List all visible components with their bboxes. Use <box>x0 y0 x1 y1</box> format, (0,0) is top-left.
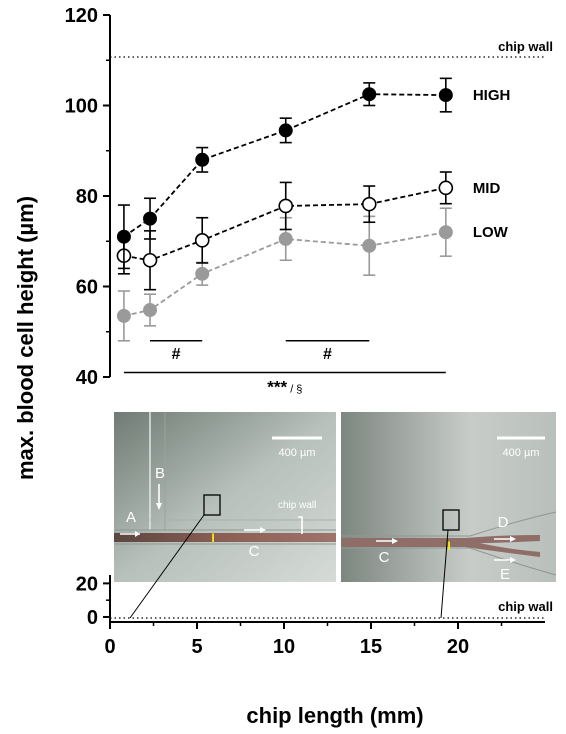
series: LOW MID HIGH <box>116 77 511 342</box>
data-point <box>194 233 210 248</box>
inset-label-c-left: C <box>249 543 260 560</box>
data-point <box>361 196 377 212</box>
significance-label: # <box>172 346 181 363</box>
ticks: 0 5 10 15 20 40 60 80 100 120 0 20 <box>65 5 503 658</box>
y-tick-label: 100 <box>65 96 98 118</box>
scale-label-left: 400 µm <box>279 447 316 459</box>
series-mid: MID <box>116 171 501 291</box>
chip-wall-label-upper: chip wall <box>498 39 553 54</box>
y-tick-label: 60 <box>76 277 98 299</box>
x-tick-label: 5 <box>191 636 202 658</box>
inset-label-e: E <box>500 566 510 583</box>
y-tick-label: 80 <box>76 186 98 208</box>
data-point <box>278 123 293 138</box>
y-axis-title: max. blood cell height (µm) <box>13 196 38 480</box>
series-label-high: HIGH <box>473 87 511 104</box>
significance-annotations: # # *** / § <box>123 340 446 396</box>
inset-label-c-right: C <box>379 549 390 566</box>
y-tick-label-lower: 20 <box>76 573 98 595</box>
data-point <box>438 225 453 240</box>
inset-zoom-box-right <box>442 509 460 531</box>
data-point <box>362 87 377 102</box>
data-point <box>278 231 293 246</box>
inset-zoom-box-left <box>203 494 221 516</box>
series-high: HIGH <box>116 77 511 270</box>
significance-label: # <box>323 346 332 363</box>
data-point <box>142 252 158 268</box>
data-point <box>438 88 453 103</box>
data-point <box>143 303 158 318</box>
zoom-leader-left <box>129 514 205 619</box>
y-tick-label: 40 <box>76 367 98 389</box>
inset-micrographs: 400 µm A B C chip wall I 400 µm C D <box>114 412 557 619</box>
x-tick-label: 10 <box>273 636 295 658</box>
height-marker-left: I <box>211 531 214 545</box>
inset-chip-wall-label: chip wall <box>278 500 316 511</box>
inset-photo-left: 400 µm A B C chip wall I <box>114 412 336 582</box>
inset-label-d: D <box>498 514 509 531</box>
x-axis-title: chip length (mm) <box>246 703 423 728</box>
data-point <box>195 152 210 167</box>
data-point <box>438 180 454 196</box>
scale-label-right: 400 µm <box>503 447 540 459</box>
chip-wall-label-lower: chip wall <box>498 599 553 614</box>
data-point <box>362 238 377 253</box>
significance-label: *** / § <box>267 377 302 396</box>
height-marker-right: I <box>447 539 450 553</box>
data-point <box>116 308 131 323</box>
series-label-mid: MID <box>473 180 501 197</box>
zoom-leader-right <box>440 529 449 619</box>
x-tick-label: 0 <box>104 636 115 658</box>
x-tick-label: 15 <box>360 636 382 658</box>
data-point <box>116 229 131 244</box>
y-tick-label: 120 <box>65 5 98 27</box>
x-tick-label: 20 <box>447 636 469 658</box>
inset-label-b: B <box>155 465 165 482</box>
series-label-low: LOW <box>473 224 509 241</box>
y-tick-label-lower: 0 <box>87 607 98 629</box>
data-point <box>195 266 210 281</box>
series-low: LOW <box>116 207 509 342</box>
data-point <box>143 211 158 226</box>
inset-photo-right: 400 µm C D E I <box>341 412 557 583</box>
inset-label-a: A <box>126 509 136 526</box>
series-line <box>123 93 446 238</box>
data-point <box>278 198 294 214</box>
